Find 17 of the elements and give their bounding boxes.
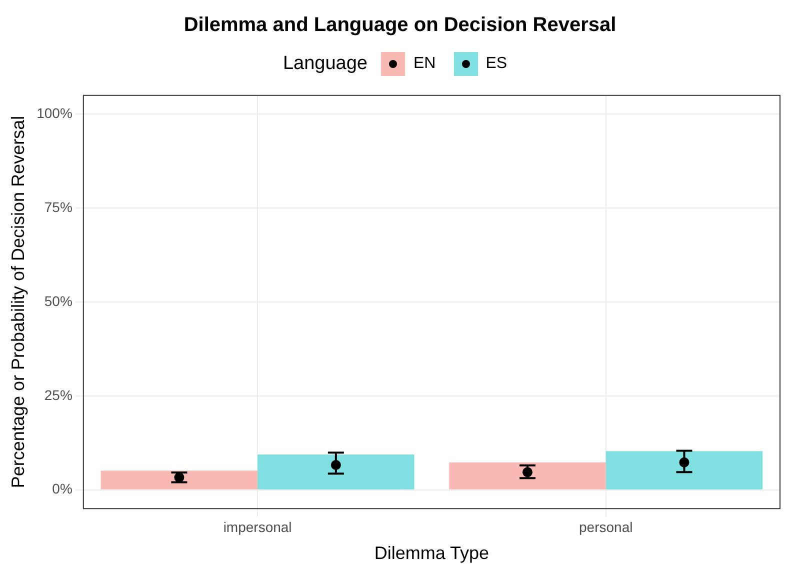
y-tick-label: 0% <box>52 480 72 497</box>
bar <box>449 462 606 490</box>
legend-label: EN <box>413 55 436 73</box>
x-axis-title: Dilemma Type <box>374 543 490 564</box>
y-tick-label: 50% <box>44 292 72 309</box>
y-tick-label: 100% <box>36 105 72 122</box>
bar <box>606 451 763 490</box>
x-tick-label: impersonal <box>223 518 292 535</box>
y-tick-label: 75% <box>44 198 72 215</box>
bar <box>100 470 258 490</box>
bar <box>258 454 414 490</box>
legend-title: Language <box>282 53 368 75</box>
legend-label: ES <box>486 55 508 73</box>
y-tick-label: 25% <box>44 386 72 403</box>
y-axis-title: Percentage or Probability of Decision Reversal <box>8 116 28 488</box>
chart-title: Dilemma and Language on Decision Reversal <box>182 13 618 38</box>
x-tick-label: personal <box>579 518 633 535</box>
